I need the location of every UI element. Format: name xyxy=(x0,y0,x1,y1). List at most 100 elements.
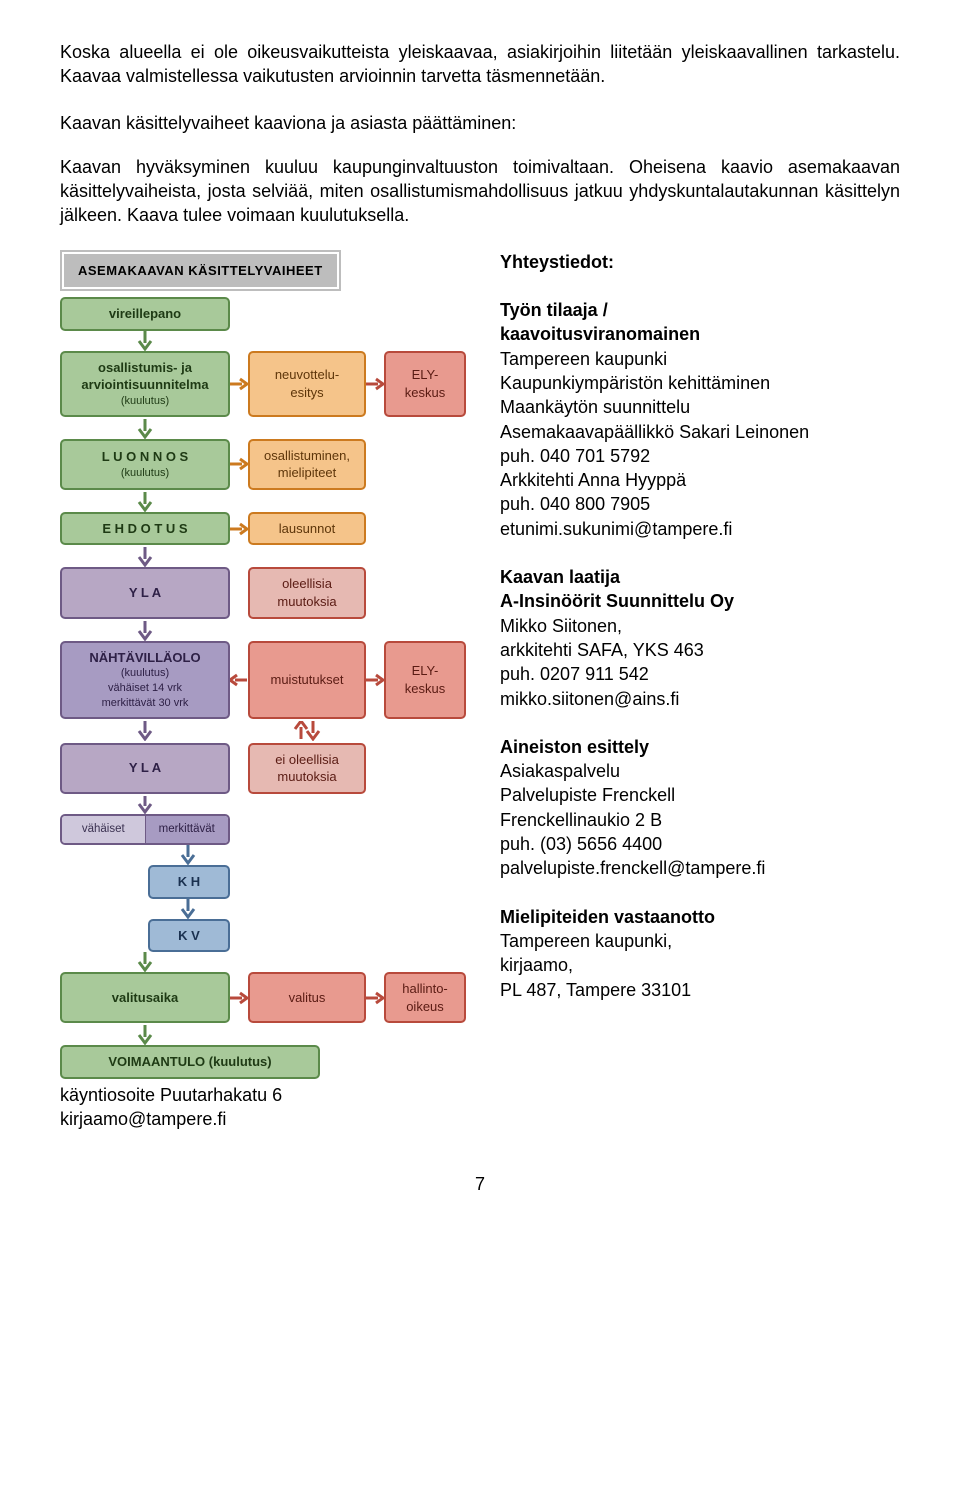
contact-mielipide: Mielipiteiden vastaanotto Tampereen kaup… xyxy=(500,905,900,1002)
contact-line: Työn tilaaja / xyxy=(500,298,900,322)
node-valitus: valitus xyxy=(248,972,366,1023)
contact-line: Palvelupiste Frenckell xyxy=(500,783,900,807)
node-text: oleellisia xyxy=(282,575,332,593)
footer-address-l1: käyntiosoite Puutarhakatu 6 xyxy=(60,1083,470,1107)
node-split: vähäiset merkittävät xyxy=(60,814,230,846)
node-luonnos: L U O N N O S (kuulutus) xyxy=(60,439,230,490)
node-text: mielipiteet xyxy=(278,464,337,482)
contact-line: palvelupiste.frenckell@tampere.fi xyxy=(500,856,900,880)
flowchart-title: ASEMAKAAVAN KÄSITTELYVAIHEET xyxy=(64,254,337,288)
node-text: (kuulutus) xyxy=(121,466,169,481)
node-text: oikeus xyxy=(406,998,444,1016)
node-ely-2: ELY- keskus xyxy=(384,641,466,719)
contact-line: A-Insinöörit Suunnittelu Oy xyxy=(500,589,900,613)
node-text: Y L A xyxy=(129,584,161,602)
contact-line: kaavoitusviranomainen xyxy=(500,322,900,346)
contact-line: puh. 040 701 5792 xyxy=(500,444,900,468)
contact-laatija: Kaavan laatija A-Insinöörit Suunnittelu … xyxy=(500,565,900,711)
flowchart: ASEMAKAAVAN KÄSITTELYVAIHEET vireillepan… xyxy=(60,250,470,1079)
node-ei-oleellisia: ei oleellisia muutoksia xyxy=(248,743,366,794)
intro-paragraph-1: Koska alueella ei ole oikeusvaikutteista… xyxy=(60,40,900,89)
node-muistutukset: muistutukset xyxy=(248,641,366,719)
contact-line: Aineiston esittely xyxy=(500,735,900,759)
row-yla-1: Y L A oleellisia muutoksia xyxy=(60,567,470,618)
node-text: muutoksia xyxy=(277,768,336,786)
page-number: 7 xyxy=(60,1172,900,1196)
node-text: ei oleellisia xyxy=(275,751,339,769)
flowchart-title-wrap: ASEMAKAAVAN KÄSITTELYVAIHEET xyxy=(60,250,341,292)
node-text: muutoksia xyxy=(277,593,336,611)
row-osallistumis: osallistumis- ja arviointisuunnitelma (k… xyxy=(60,351,470,417)
contact-line: Mielipiteiden vastaanotto xyxy=(500,905,900,929)
intro-subheading: Kaavan käsittelyvaiheet kaaviona ja asia… xyxy=(60,111,900,135)
node-ehdotus: E H D O T U S xyxy=(60,512,230,546)
contacts-heading: Yhteystiedot: xyxy=(500,250,900,274)
contact-tilaaja: Työn tilaaja / kaavoitusviranomainen Tam… xyxy=(500,298,900,541)
contact-line: Tampereen kaupunki, xyxy=(500,929,900,953)
node-kh: K H xyxy=(148,865,230,899)
node-text: osallistuminen, xyxy=(264,447,350,465)
node-text: E H D O T U S xyxy=(102,520,187,538)
contact-line: Arkkitehti Anna Hyyppä xyxy=(500,468,900,492)
node-neuvottelu: neuvottelu- esitys xyxy=(248,351,366,417)
node-text: Y L A xyxy=(129,759,161,777)
split-vahaiset: vähäiset xyxy=(62,816,146,844)
node-osallistumis: osallistumis- ja arviointisuunnitelma (k… xyxy=(60,351,230,417)
node-yla-1: Y L A xyxy=(60,567,230,618)
node-text: valitus xyxy=(289,989,326,1007)
node-text: hallinto- xyxy=(402,980,448,998)
node-text: ELY- xyxy=(412,662,439,680)
node-text: (kuulutus) xyxy=(121,666,169,681)
contact-line: Kaupunkiympäristön kehittäminen xyxy=(500,371,900,395)
contact-line: Tampereen kaupunki xyxy=(500,347,900,371)
node-text: arviointisuunnitelma xyxy=(81,376,208,394)
node-mielipiteet: osallistuminen, mielipiteet xyxy=(248,439,366,490)
node-kv: K V xyxy=(148,919,230,953)
contact-esittely: Aineiston esittely Asiakaspalvelu Palvel… xyxy=(500,735,900,881)
contact-line: etunimi.sukunimi@tampere.fi xyxy=(500,517,900,541)
row-yla-2: Y L A ei oleellisia muutoksia xyxy=(60,743,470,794)
contact-line: Mikko Siitonen, xyxy=(500,614,900,638)
footer-address: käyntiosoite Puutarhakatu 6 kirjaamo@tam… xyxy=(60,1083,470,1132)
row-nahtavillaolo: NÄHTÄVILLÄOLO (kuulutus) vähäiset 14 vrk… xyxy=(60,641,470,719)
node-nahtavillaolo: NÄHTÄVILLÄOLO (kuulutus) vähäiset 14 vrk… xyxy=(60,641,230,719)
node-text: esitys xyxy=(290,384,323,402)
node-hallinto-oikeus: hallinto- oikeus xyxy=(384,972,466,1023)
split-merkittavat: merkittävät xyxy=(146,816,229,844)
node-text: K H xyxy=(178,873,200,891)
node-voimaantulo: VOIMAANTULO (kuulutus) xyxy=(60,1045,320,1079)
node-text: (kuulutus) xyxy=(121,394,169,409)
contact-line: puh. 040 800 7905 xyxy=(500,492,900,516)
node-text: merkittävät 30 vrk xyxy=(102,696,189,711)
contact-line: Asemakaavapäällikkö Sakari Leinonen xyxy=(500,420,900,444)
intro-paragraph-2: Kaavan hyväksyminen kuuluu kaupunginvalt… xyxy=(60,155,900,228)
node-text: ELY- xyxy=(412,366,439,384)
node-text: K V xyxy=(178,927,200,945)
row-ehdotus: E H D O T U S lausunnot xyxy=(60,512,470,546)
node-oleellisia: oleellisia muutoksia xyxy=(248,567,366,618)
node-text: neuvottelu- xyxy=(275,366,339,384)
node-lausunnot: lausunnot xyxy=(248,512,366,546)
node-text: keskus xyxy=(405,384,445,402)
node-text: vireillepano xyxy=(109,305,181,323)
contact-line: mikko.siitonen@ains.fi xyxy=(500,687,900,711)
node-text: NÄHTÄVILLÄOLO xyxy=(89,649,200,667)
node-text: lausunnot xyxy=(279,520,335,538)
row-valitus: valitusaika valitus hallinto- oikeus xyxy=(60,972,470,1023)
node-text: L U O N N O S xyxy=(102,448,188,466)
contact-line: Frenckellinaukio 2 B xyxy=(500,808,900,832)
node-text: vähäiset 14 vrk xyxy=(108,681,182,696)
contact-line: kirjaamo, xyxy=(500,953,900,977)
row-luonnos: L U O N N O S (kuulutus) osallistuminen,… xyxy=(60,439,470,490)
contacts-column: Yhteystiedot: Työn tilaaja / kaavoitusvi… xyxy=(500,250,900,1026)
node-vireillepano: vireillepano xyxy=(60,297,230,331)
contact-line: PL 487, Tampere 33101 xyxy=(500,978,900,1002)
node-yla-2: Y L A xyxy=(60,743,230,794)
node-text: muistutukset xyxy=(271,671,344,689)
node-valitusaika: valitusaika xyxy=(60,972,230,1023)
node-text: VOIMAANTULO (kuulutus) xyxy=(108,1053,271,1071)
contact-line: Kaavan laatija xyxy=(500,565,900,589)
contact-line: puh. (03) 5656 4400 xyxy=(500,832,900,856)
node-ely-1: ELY- keskus xyxy=(384,351,466,417)
contact-line: Asiakaspalvelu xyxy=(500,759,900,783)
